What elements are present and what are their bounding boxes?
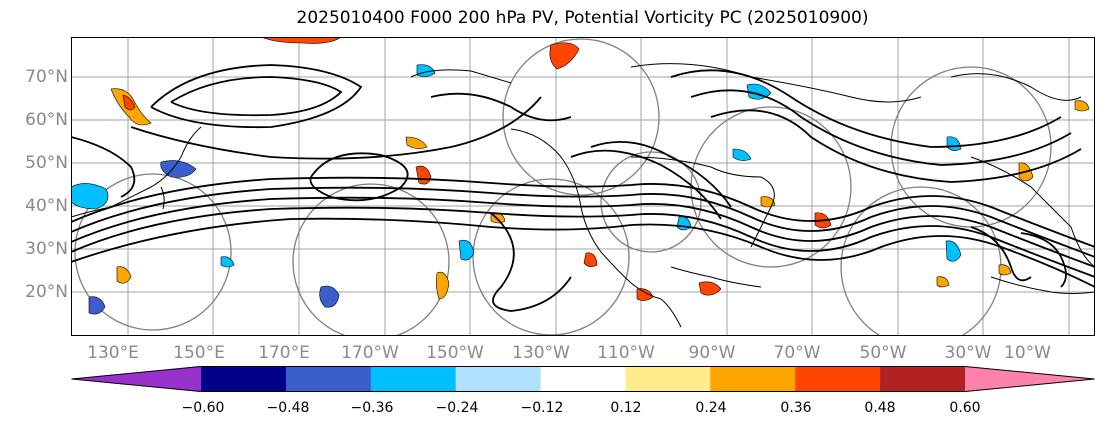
lat-label: 20°N: [25, 282, 68, 302]
colorbar-segment: [285, 366, 372, 392]
lon-label: 90°W: [688, 343, 736, 363]
colorbar-tick-label: −0.36: [350, 400, 394, 416]
lon-label: 50°W: [859, 343, 907, 363]
colorbar-tick-label: −0.60: [181, 400, 225, 416]
lat-label: 40°N: [25, 196, 68, 216]
lon-label: 110°W: [597, 343, 655, 363]
colorbar-segment: [370, 366, 457, 392]
lon-label: 10°W: [1004, 343, 1051, 363]
colorbar-tick-label: 0.60: [949, 400, 981, 416]
pv-contours: [70, 64, 1096, 312]
lon-label: 170°E: [258, 343, 310, 363]
colorbar-segment: [880, 366, 966, 392]
map-title: 2025010400 F000 200 hPa PV, Potential Vo…: [296, 8, 869, 28]
lon-label: 170°W: [341, 343, 399, 363]
colorbar-tick-label: 0.48: [864, 400, 896, 416]
pv-map: [70, 36, 1096, 348]
lon-label: 130°W: [512, 343, 570, 363]
lon-label: 30°W: [944, 343, 992, 363]
lon-label: 150°W: [426, 343, 484, 363]
colorbar-extend-right: [965, 366, 1095, 392]
shaded-anomalies: [70, 36, 1090, 315]
colorbar-tick-label: −0.48: [266, 400, 310, 416]
lat-label: 30°N: [25, 239, 68, 259]
lat-label: 60°N: [25, 110, 68, 130]
colorbar-segment: [455, 366, 542, 392]
lon-label: 130°E: [87, 343, 139, 363]
colorbar-tick-label: −0.12: [520, 400, 564, 416]
colorbar-outline: [71, 366, 1095, 392]
colorbar-tick-label: −0.24: [435, 400, 479, 416]
lat-label: 50°N: [25, 153, 68, 173]
colorbar-extend-left: [71, 366, 201, 392]
colorbar-segment: [625, 366, 711, 392]
colorbar-tick-label: 0.36: [780, 400, 812, 416]
lat-label: 70°N: [25, 67, 68, 87]
colorbar-segment: [710, 366, 796, 392]
lon-label: 70°W: [773, 343, 821, 363]
colorbar-segment: [201, 366, 287, 392]
lon-label: 150°E: [173, 343, 225, 363]
graticule: [71, 37, 1095, 336]
colorbar-tick-label: 0.24: [695, 400, 727, 416]
colorbar-tick-label: 0.12: [610, 400, 642, 416]
colorbar: [71, 366, 1095, 396]
colorbar-segment: [540, 366, 626, 392]
colorbar-segment: [795, 366, 881, 392]
